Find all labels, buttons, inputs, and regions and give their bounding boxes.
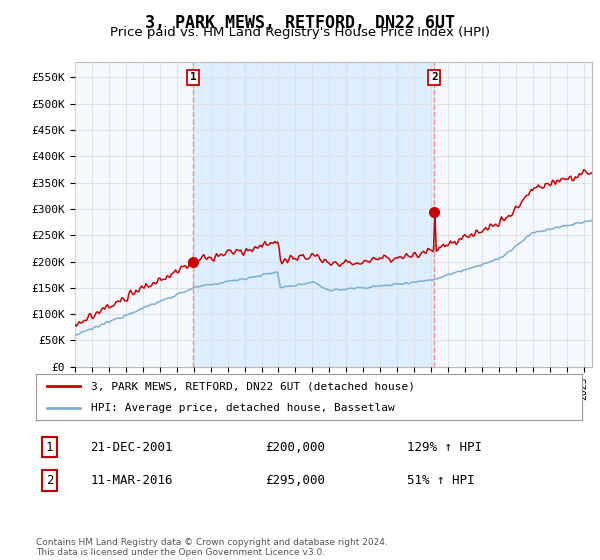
Text: 2: 2 — [46, 474, 53, 487]
Text: 1: 1 — [190, 72, 197, 82]
Bar — [193, 62, 434, 367]
Text: 1: 1 — [46, 441, 53, 454]
Text: HPI: Average price, detached house, Bassetlaw: HPI: Average price, detached house, Bass… — [91, 403, 394, 413]
Text: 129% ↑ HPI: 129% ↑ HPI — [407, 441, 482, 454]
Text: 2: 2 — [431, 72, 438, 82]
Text: Contains HM Land Registry data © Crown copyright and database right 2024.
This d: Contains HM Land Registry data © Crown c… — [36, 538, 388, 557]
Text: Price paid vs. HM Land Registry's House Price Index (HPI): Price paid vs. HM Land Registry's House … — [110, 26, 490, 39]
Text: 11-MAR-2016: 11-MAR-2016 — [91, 474, 173, 487]
Text: 51% ↑ HPI: 51% ↑ HPI — [407, 474, 475, 487]
Text: 3, PARK MEWS, RETFORD, DN22 6UT (detached house): 3, PARK MEWS, RETFORD, DN22 6UT (detache… — [91, 381, 415, 391]
Text: £200,000: £200,000 — [265, 441, 325, 454]
Text: £295,000: £295,000 — [265, 474, 325, 487]
Text: 21-DEC-2001: 21-DEC-2001 — [91, 441, 173, 454]
Text: 3, PARK MEWS, RETFORD, DN22 6UT: 3, PARK MEWS, RETFORD, DN22 6UT — [145, 14, 455, 32]
